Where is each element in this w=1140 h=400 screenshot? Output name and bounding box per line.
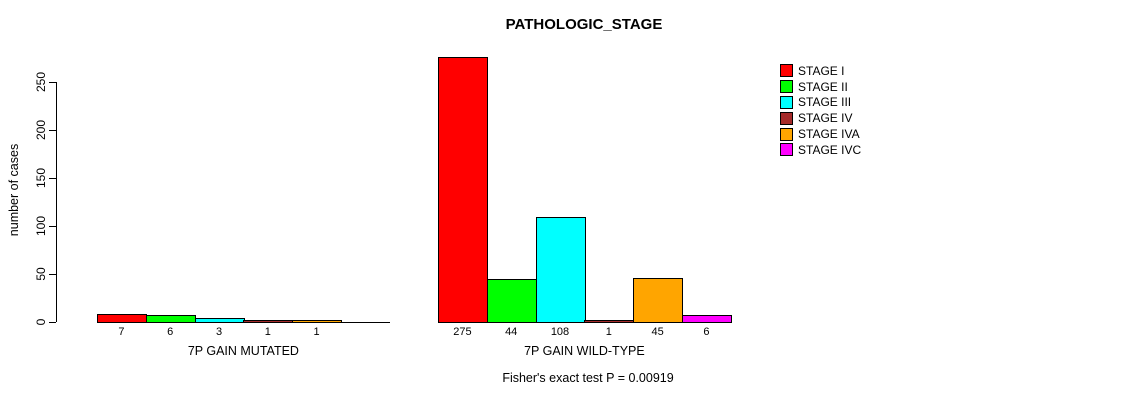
y-tick-label: 50: [34, 267, 48, 281]
y-tick-mark: [49, 226, 56, 227]
y-tick-label: 250: [34, 71, 48, 93]
bar-value-label: 3: [215, 326, 223, 338]
legend-label: STAGE I: [798, 63, 845, 78]
bar-stage-i: [97, 314, 147, 323]
legend-label: STAGE IV: [798, 111, 853, 126]
legend-swatch-stage-iv: [780, 111, 793, 125]
bar-stage-ii: [146, 315, 196, 323]
bar-value-label: 45: [651, 326, 664, 338]
legend-row: STAGE IVC: [780, 142, 861, 158]
legend-row: STAGE I: [780, 63, 861, 79]
bar-value-label: 44: [505, 326, 518, 338]
y-tick-mark: [49, 274, 56, 275]
bar-value-label: 275: [453, 326, 472, 338]
x-group-label: 7P GAIN MUTATED: [187, 344, 299, 358]
bar-stage-iva: [292, 320, 342, 323]
y-tick-mark: [49, 82, 56, 83]
y-tick-mark: [49, 178, 56, 179]
legend-row: STAGE II: [780, 79, 861, 95]
y-tick-label: 0: [34, 318, 48, 326]
legend-swatch-stage-i: [780, 64, 793, 78]
bar-value-label: 1: [605, 326, 612, 338]
bar-stage-iii: [536, 217, 586, 323]
legend-swatch-stage-iii: [780, 95, 793, 109]
legend-label: STAGE III: [798, 95, 852, 110]
legend-swatch-stage-iva: [780, 127, 793, 141]
fisher-test-annotation: Fisher's exact test P = 0.00919: [502, 371, 674, 385]
bar-stage-ii: [487, 279, 537, 323]
legend-row: STAGE III: [780, 95, 861, 111]
bar-stage-iii: [195, 318, 245, 323]
y-axis-label: number of cases: [7, 143, 21, 237]
y-tick-label: 150: [34, 167, 48, 189]
bar-value-label: 1: [264, 326, 271, 338]
y-tick-mark: [49, 322, 56, 323]
y-axis-line: [56, 82, 57, 322]
bar-stage-iva: [633, 278, 683, 323]
bar-value-label: 1: [313, 326, 320, 338]
legend-row: STAGE IVA: [780, 126, 861, 142]
legend-swatch-stage-ivc: [780, 143, 793, 157]
bar-stage-i: [438, 57, 488, 323]
y-tick-label: 200: [34, 119, 48, 141]
bar-stage-iv: [243, 320, 293, 323]
bar-value-label: 108: [550, 326, 570, 338]
bar-value-label: 7: [118, 326, 125, 338]
legend-label: STAGE IVA: [798, 127, 860, 142]
legend-swatch-stage-ii: [780, 80, 793, 94]
legend: STAGE I STAGE II STAGE III STAGE IV STAGE IV…: [780, 63, 861, 158]
bar-value-label: 6: [703, 326, 710, 338]
legend-label: STAGE II: [798, 79, 848, 94]
y-tick-label: 100: [34, 215, 48, 237]
legend-row: STAGE IV: [780, 110, 861, 126]
legend-label: STAGE IVC: [798, 142, 862, 157]
x-group-label: 7P GAIN WILD-TYPE: [524, 344, 645, 358]
chart-title: PATHOLOGIC_STAGE: [505, 16, 663, 33]
bar-stage-iv: [584, 320, 634, 323]
bar-value-label: 6: [167, 326, 174, 338]
y-tick-mark: [49, 130, 56, 131]
bar-stage-ivc: [682, 315, 732, 323]
